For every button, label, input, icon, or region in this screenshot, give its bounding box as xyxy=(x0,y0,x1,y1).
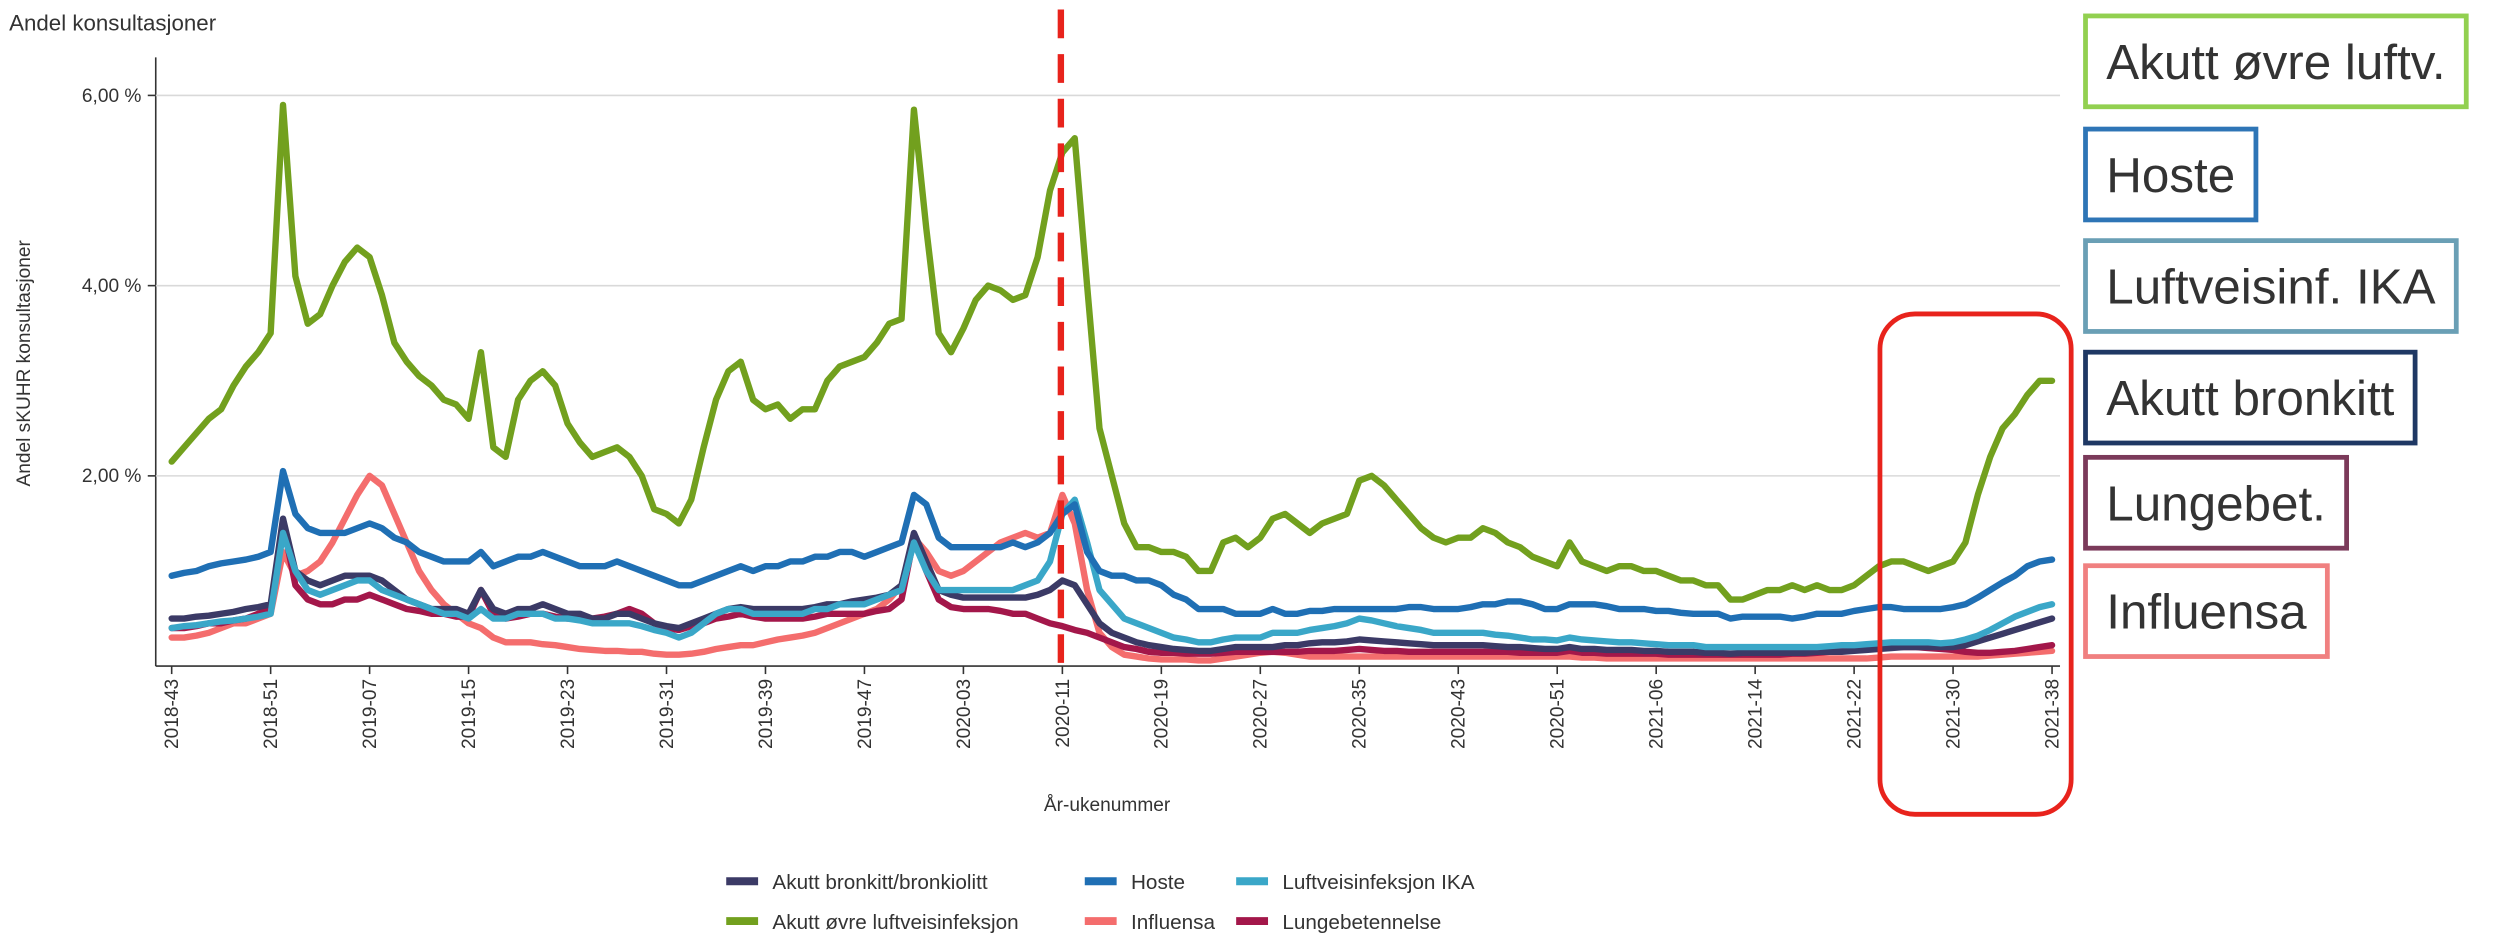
annotation-text: Lungebet. xyxy=(2106,476,2326,531)
annotation-box xyxy=(2083,454,2349,551)
x-tick-label: 2020-35 xyxy=(1350,679,1371,749)
lines xyxy=(168,101,2056,664)
legend-label: Lungebetennelse xyxy=(1282,911,1441,934)
x-tick-label: 2020-03 xyxy=(954,679,975,749)
legend-label: Hoste xyxy=(1131,871,1185,894)
y-tick-label: 6,00 % xyxy=(82,86,142,107)
annotation-box xyxy=(2083,563,2330,659)
grid: 2,00 % 4,00 % 6,00 % 2018-43 2018-51 2019-07 2… xyxy=(82,86,2064,749)
series-line xyxy=(168,472,2056,664)
series-line xyxy=(168,467,2056,622)
x-tick-label: 2021-38 xyxy=(2042,679,2063,749)
x-tick-label: 2019-31 xyxy=(657,679,678,749)
x-tick-label: 2021-14 xyxy=(1746,678,1767,749)
annotation-text: Akutt bronkitt xyxy=(2106,371,2394,426)
x-tick-label: 2019-07 xyxy=(360,679,381,749)
annotation-box xyxy=(2083,126,2259,223)
annotation-box xyxy=(2083,238,2459,334)
y-axis-label: Andel sKUHR konsultasjoner xyxy=(14,239,35,486)
highlight-box xyxy=(1877,311,2074,817)
y-tick-label: 2,00 % xyxy=(82,466,142,487)
legend-label: Akutt øvre luftveisinfeksjon xyxy=(772,911,1018,934)
x-tick-label: 2020-51 xyxy=(1548,679,1569,749)
annotation-text: Influensa xyxy=(2106,585,2307,640)
x-tick-label: 2020-19 xyxy=(1152,679,1173,749)
y-tick-label: 4,00 % xyxy=(82,276,142,297)
series-line xyxy=(168,515,2056,657)
x-tick-label: 2020-27 xyxy=(1251,679,1272,749)
annotation-text: Akutt øvre luftv. xyxy=(2106,35,2445,90)
x-tick-label: 2021-30 xyxy=(1943,679,1964,749)
x-tick-label: 2019-47 xyxy=(855,679,876,749)
x-tick-label: 2021-22 xyxy=(1844,679,1865,749)
legend-label: Luftveisinfeksjon IKA xyxy=(1282,871,1474,894)
x-tick-label: 2020-43 xyxy=(1449,679,1470,749)
annotation-text: Hoste xyxy=(2106,148,2235,203)
series-line xyxy=(168,101,2056,603)
legend-label: Akutt bronkitt/bronkiolitt xyxy=(772,871,987,894)
annotation-box xyxy=(2083,349,2418,446)
legend-label: Influensa xyxy=(1131,911,1216,934)
legend: Akutt bronkitt/bronkiolitt Hoste Luftveisi… xyxy=(726,871,1475,934)
x-tick-label: 2018-43 xyxy=(162,679,183,749)
x-tick-label: 2018-51 xyxy=(261,679,282,749)
x-tick-label: 2019-15 xyxy=(459,679,480,749)
series-line xyxy=(168,496,2056,651)
annotation-text: Luftveisinf. IKA xyxy=(2106,260,2435,315)
annotation-boxes: Akutt øvre luftv. Hoste Luftveisinf. IKA Ak… xyxy=(2083,13,2469,659)
x-tick-label: 2019-39 xyxy=(756,679,777,749)
x-tick-label: 2020-11 xyxy=(1053,679,1074,748)
chart-title: Andel konsultasjoner xyxy=(9,10,217,35)
x-axis-label: År-ukenummer xyxy=(1044,795,1171,816)
annotation-box xyxy=(2083,13,2469,110)
x-tick-label: 2019-23 xyxy=(558,679,579,749)
x-tick-label: 2021-06 xyxy=(1647,679,1668,749)
